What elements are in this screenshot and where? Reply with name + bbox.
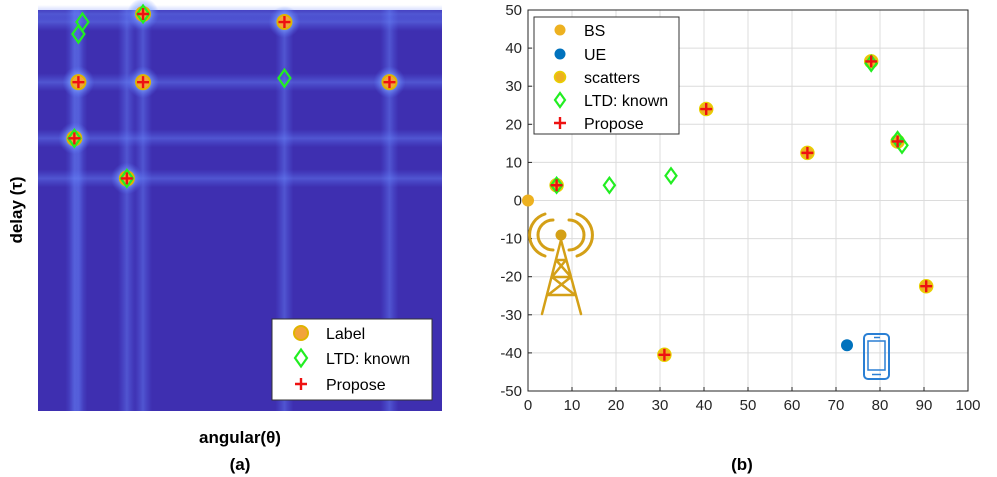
- tick-labels: 0 10 20 30 40 50 60 70 80 90 100 -50 -40 -30 -20 -10 0 10…: [500, 2, 980, 414]
- heat-glow-vertical: [65, 10, 84, 411]
- ltd-known-marker: [549, 175, 564, 195]
- legend-ltd-marker: [553, 91, 567, 109]
- x-axis-label: angular(θ): [199, 428, 281, 447]
- legend-entry: Label: [326, 326, 365, 343]
- legend-entry: LTD: known: [326, 351, 410, 368]
- x-tick-label: 70: [828, 397, 845, 414]
- ltd-known-marker: [664, 166, 678, 186]
- panel-b-legend: BS UE scatters LTD: known Propose: [533, 16, 680, 135]
- legend-entry: UE: [584, 47, 606, 64]
- y-tick-label: -30: [500, 307, 522, 324]
- heat-glow-vertical: [275, 10, 294, 411]
- panel-a-heatmap: Label LTD: known Propose angular(θ) (a) de…: [7, 0, 442, 474]
- propose-marker: [865, 55, 878, 68]
- legend-entry: Propose: [584, 116, 644, 133]
- y-tick-label: 30: [505, 78, 522, 95]
- legend-propose-marker: [295, 378, 307, 390]
- legend-entry: BS: [584, 23, 605, 40]
- ltd-known-marker: [119, 168, 135, 189]
- x-tick-label: 30: [652, 397, 669, 414]
- x-tick-label: 80: [872, 397, 889, 414]
- legend-label-marker: [293, 325, 309, 341]
- legend-scatter-marker: [553, 70, 567, 84]
- y-tick-label: 10: [505, 154, 522, 171]
- legend-ltd-marker: [293, 347, 309, 369]
- y-tick-label: -40: [500, 345, 522, 362]
- legend-entry: LTD: known: [584, 93, 668, 110]
- propose-marker: [920, 280, 933, 293]
- ltd-known-marker: [135, 3, 151, 25]
- propose-marker: [891, 135, 904, 148]
- x-tick-label: 40: [696, 397, 713, 414]
- bs-marker: [522, 194, 534, 207]
- heat-glow-horizontal: [38, 129, 442, 148]
- y-tick-label: 20: [505, 116, 522, 133]
- propose-marker: [120, 172, 133, 185]
- y-tick-label: -20: [500, 269, 522, 286]
- x-tick-label: 20: [608, 397, 625, 414]
- propose-marker: [137, 76, 150, 89]
- y-tick-label: 0: [514, 193, 522, 210]
- propose-marker: [550, 179, 563, 192]
- phone-icon: [863, 333, 890, 380]
- panel-a-markers: [66, 3, 398, 189]
- panel-a-legend: Label LTD: known Propose: [271, 318, 433, 401]
- heat-glow-horizontal: [38, 169, 442, 188]
- propose-marker: [383, 76, 396, 89]
- x-tick-label: 60: [784, 397, 801, 414]
- heat-glow-vertical: [380, 10, 399, 411]
- legend-entry: scatters: [584, 70, 640, 87]
- legend-entry: Propose: [326, 377, 386, 394]
- propose-marker: [278, 16, 291, 29]
- ltd-known-marker: [602, 175, 617, 195]
- cell-tower-icon: [528, 212, 594, 316]
- x-tick-label: 100: [955, 397, 980, 414]
- propose-marker: [658, 348, 671, 361]
- y-tick-label: -50: [500, 383, 522, 400]
- y-axis-label: delay (τ): [7, 176, 26, 243]
- x-tick-label: 90: [916, 397, 933, 414]
- y-tick-label: -10: [500, 231, 522, 248]
- ltd-known-marker: [67, 127, 82, 149]
- x-tick-label: 0: [524, 397, 532, 414]
- legend-ue-marker: [554, 48, 566, 60]
- ltd-known-marker: [71, 23, 86, 45]
- heat-glow-vertical: [117, 10, 136, 411]
- y-tick-label: 50: [505, 2, 522, 19]
- ltd-known-marker: [277, 67, 292, 89]
- propose-marker: [72, 76, 85, 89]
- heat-glow-vertical: [134, 10, 152, 411]
- x-tick-label: 50: [740, 397, 757, 414]
- x-tick-label: 10: [564, 397, 581, 414]
- propose-marker: [700, 103, 713, 116]
- legend-propose-marker: [554, 117, 566, 129]
- panel-caption: (a): [230, 455, 251, 474]
- panel-b-scatter: 0 10 20 30 40 50 60 70 80 90 100 -50 -40 -30 -20 -10 0 10…: [500, 2, 980, 474]
- y-tick-label: 40: [505, 40, 522, 57]
- propose-marker: [68, 132, 81, 145]
- legend-bs-marker: [554, 24, 566, 36]
- panel-b-markers: [522, 53, 934, 363]
- propose-marker: [801, 146, 814, 159]
- heat-glow-horizontal: [38, 13, 442, 31]
- propose-marker: [137, 8, 150, 21]
- ue-marker: [841, 339, 853, 352]
- panel-caption: (b): [731, 455, 753, 474]
